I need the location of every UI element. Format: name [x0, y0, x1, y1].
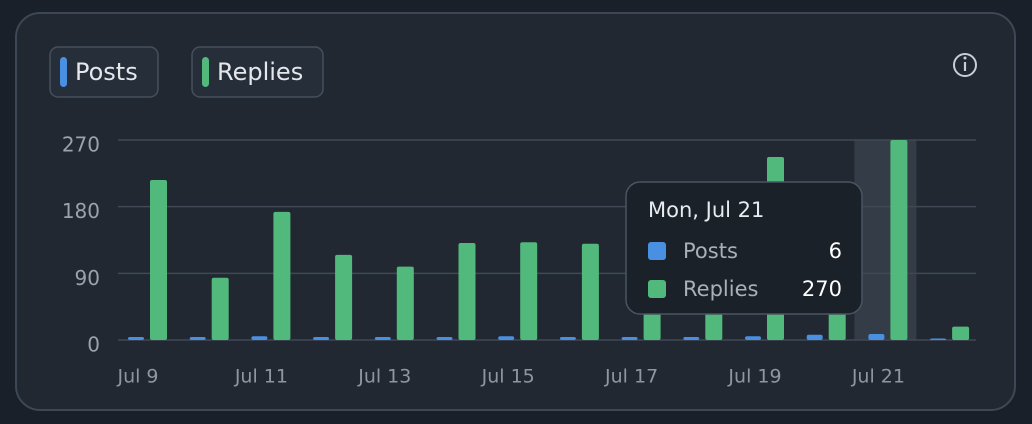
y-tick-label: 90: [75, 266, 100, 290]
bar: [458, 242, 476, 340]
bar: [930, 338, 947, 340]
bar: [952, 326, 970, 340]
bar: [211, 277, 229, 340]
bar: [621, 337, 638, 340]
legend-label: Replies: [217, 58, 303, 86]
x-tick-label: Jul 15: [481, 366, 535, 388]
y-tick-label: 270: [62, 133, 100, 157]
bar: [396, 266, 414, 340]
bar: [251, 336, 268, 340]
bar: [273, 211, 291, 340]
y-tick-label: 180: [62, 199, 100, 223]
tooltip-value: 6: [829, 239, 842, 263]
legend-item[interactable]: Replies: [191, 46, 324, 98]
bar: [189, 337, 206, 340]
x-tick-label: Jul 13: [357, 366, 411, 388]
legend-item[interactable]: Posts: [49, 46, 159, 98]
x-tick-label: Jul 11: [234, 366, 288, 388]
y-tick-label: 0: [87, 333, 100, 357]
bar: [581, 243, 599, 340]
tooltip: Mon, Jul 21 Posts 6 Replies 270: [625, 181, 863, 315]
bar: [745, 336, 761, 340]
bar: [335, 254, 353, 340]
legend-button[interactable]: [49, 46, 159, 98]
bar: [520, 242, 538, 340]
tooltip-box: [625, 181, 863, 315]
info-icon[interactable]: [953, 53, 977, 77]
bar: [559, 337, 576, 340]
legend-swatch: [60, 57, 67, 87]
bar: [498, 336, 515, 340]
x-tick-label: Jul 21: [851, 366, 905, 388]
legend-button[interactable]: [191, 46, 324, 98]
bar: [890, 140, 908, 340]
bar: [868, 334, 885, 340]
x-tick-label: Jul 19: [727, 366, 781, 388]
tooltip-label: Posts: [683, 239, 738, 263]
bar: [150, 180, 167, 340]
bar: [374, 337, 391, 340]
tooltip-swatch: [648, 242, 666, 260]
tooltip-label: Replies: [683, 277, 758, 301]
legend-label: Posts: [75, 58, 138, 86]
bar: [806, 334, 823, 340]
tooltip-value: 270: [802, 277, 842, 301]
bar: [436, 337, 453, 340]
tooltip-swatch: [648, 280, 666, 298]
tooltip-title: Mon, Jul 21: [648, 198, 764, 222]
x-tick-label: Jul 17: [604, 366, 658, 388]
bar: [128, 337, 144, 340]
bar: [683, 337, 700, 340]
legend-swatch: [202, 57, 209, 87]
bar: [313, 337, 330, 340]
x-tick-label: Jul 9: [116, 366, 158, 388]
